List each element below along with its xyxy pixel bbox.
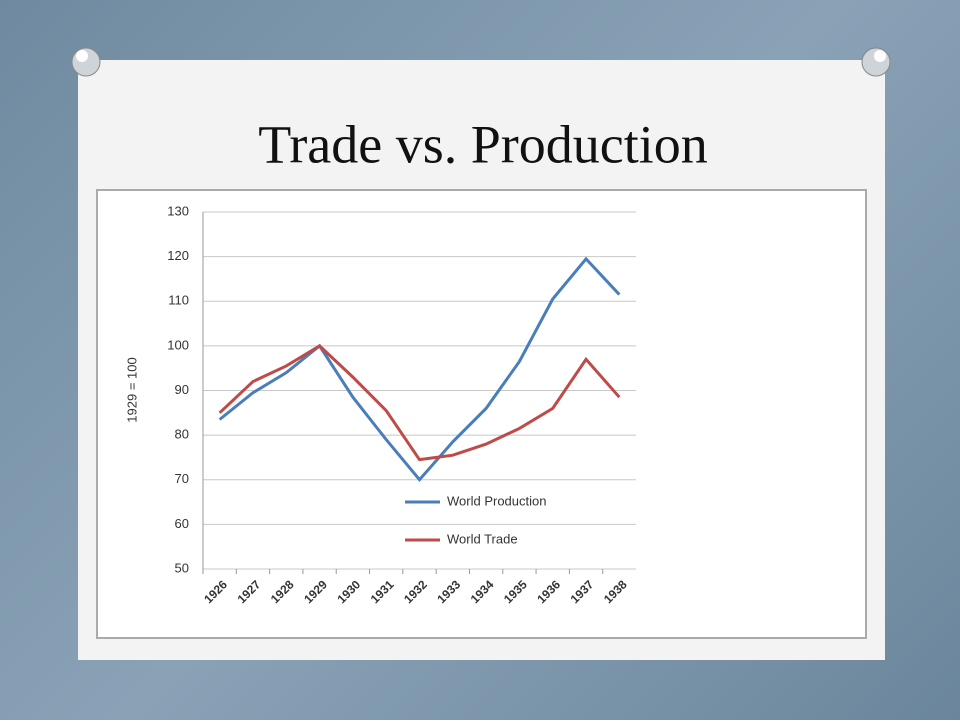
y-tick-label: 100 [167, 337, 189, 352]
y-tick-label: 50 [175, 560, 189, 575]
y-tick-label: 90 [175, 382, 189, 397]
pin [71, 47, 891, 77]
y-tick-label: 120 [167, 248, 189, 263]
series-line [218, 344, 621, 462]
y-tick-label: 70 [175, 471, 189, 486]
series-line [218, 256, 621, 483]
y-tick-label: 60 [175, 516, 189, 531]
slide-title: Trade vs. Production [258, 114, 708, 174]
y-tick-label: 130 [167, 203, 189, 218]
legend-label: World Trade [447, 531, 518, 546]
y-tick-label: 110 [168, 293, 189, 308]
y-tick-label: 80 [175, 427, 189, 442]
y-axis-label: 1929 = 100 [124, 357, 139, 422]
legend-label: World Production [447, 493, 546, 508]
